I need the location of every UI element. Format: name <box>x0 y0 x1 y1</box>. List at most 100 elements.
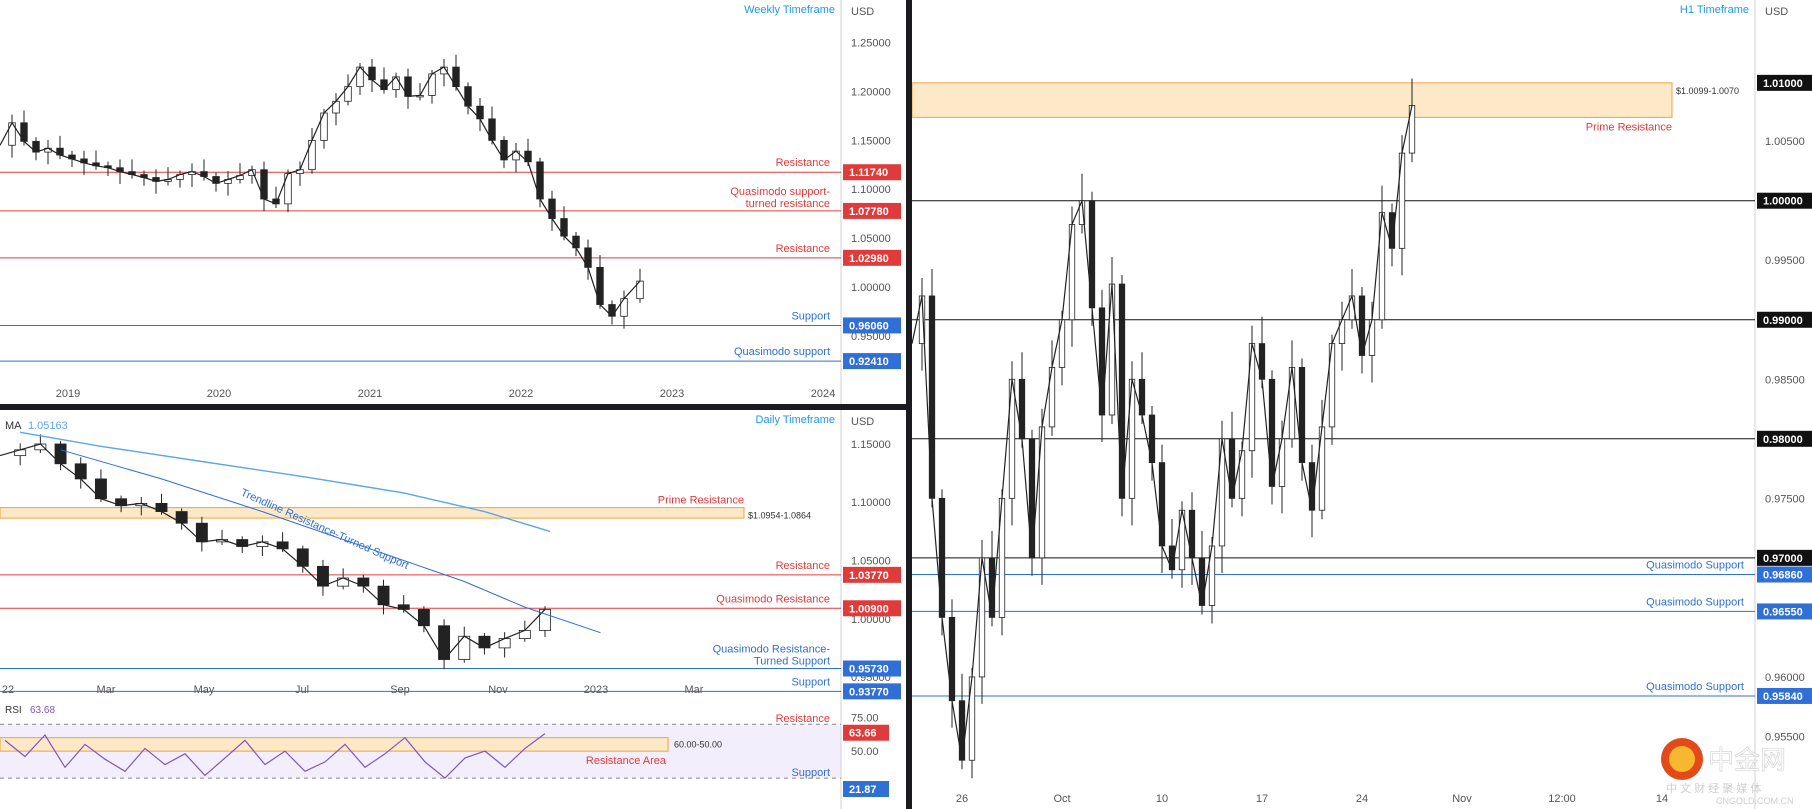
trendline <box>60 449 601 634</box>
rsi-support-tag: 21.87 <box>849 784 877 796</box>
weekly-chart: Weekly Timeframe USD 1.25000 1.20000 1.15000… <box>0 0 906 404</box>
y-tick-label: 0.95500 <box>1765 731 1805 743</box>
rsi-zone-label: Resistance Area <box>586 755 667 767</box>
chart-title: H1 Timeframe <box>1680 4 1749 16</box>
level-price-tag: 0.96550 <box>1763 606 1803 618</box>
y-tick-label: 1.05000 <box>851 233 891 245</box>
zone-range-label: $1.0099-1.0070 <box>1676 86 1739 96</box>
x-tick-label: Mar <box>685 684 704 696</box>
logo-name: 中金网 <box>1708 745 1786 775</box>
level-price-tag-bg <box>843 683 901 700</box>
x-tick-label: 12:00 <box>1548 793 1576 805</box>
level-price-tag-bg <box>843 566 901 583</box>
x-tick-label: Sep <box>390 684 410 696</box>
y-tick-label: 0.99500 <box>1765 255 1805 267</box>
x-tick-label: 26 <box>956 793 968 805</box>
y-tick-label: 1.15000 <box>851 439 891 451</box>
level-price-tag-bg <box>843 164 901 181</box>
price-series-line <box>912 105 1413 761</box>
level-price-tag: 1.00000 <box>1763 196 1803 208</box>
x-tick-label: Mar <box>97 684 116 696</box>
level-label: Quasimodo Support <box>1646 596 1744 608</box>
x-tick-label: Jul <box>295 684 309 696</box>
level-label: Support <box>791 310 830 322</box>
level-price-tag: 1.11740 <box>849 167 888 179</box>
zone-label: Prime Resistance <box>658 495 744 507</box>
price-series-line <box>0 66 641 318</box>
rsi-zone-range: 60.00-50.00 <box>674 740 722 750</box>
y-tick-label: 1.10000 <box>851 184 891 196</box>
x-tick-label: 2019 <box>56 388 80 400</box>
x-tick-label: 17 <box>1256 793 1268 805</box>
zone-price-tag-bg <box>1757 74 1812 91</box>
level-price-tag-bg <box>1757 603 1812 620</box>
rsi-line <box>4 733 546 779</box>
x-tick-label: 14 <box>1656 793 1668 805</box>
candle-body <box>317 565 329 587</box>
level-price-tag-bg <box>843 202 901 219</box>
level-label: Resistance <box>776 157 830 169</box>
cngold-logo: 中金网 中 文 财 经 聚 媒 体 CNGOLD.COM.CN <box>1658 737 1808 807</box>
level-price-tag-bg <box>1757 566 1812 583</box>
rsi-value-tag-bg <box>843 724 889 741</box>
cngold-coin-inner-icon <box>1669 746 1695 772</box>
level-price-tag-bg <box>1757 549 1812 566</box>
moving-average-line <box>20 431 551 533</box>
level-price-tag-bg <box>843 660 901 677</box>
y-tick-label: 1.00000 <box>851 614 891 626</box>
rsi-value-tag: 63.66 <box>849 728 877 740</box>
level-price-tag: 0.95730 <box>849 664 889 676</box>
resistance-zone <box>912 82 1673 118</box>
level-price-tag: 0.93770 <box>849 686 889 698</box>
price-axis-bg <box>842 0 906 404</box>
x-tick-label: Nov <box>488 684 508 696</box>
h1-chart-svg: H1 Timeframe USD 1.00500 0.99500 0.98500 0.97… <box>912 0 1812 809</box>
x-tick-label: 2022 <box>509 388 533 400</box>
level-price-tag: 0.99000 <box>1763 315 1803 327</box>
logo-sub: 中 文 财 经 聚 媒 体 <box>1666 781 1761 795</box>
level-price-tag-bg <box>843 353 901 370</box>
y-tick-label: 1.05000 <box>851 556 891 568</box>
candle-body <box>94 478 107 500</box>
zone-range-label: $1.0954-1.0864 <box>748 511 811 521</box>
ma-indicator-value: 1.05163 <box>28 420 68 432</box>
level-label: Turned Support <box>754 656 830 668</box>
level-price-tag: 0.95840 <box>1763 691 1803 703</box>
cngold-logo-svg: 中金网 中 文 财 经 聚 媒 体 CNGOLD.COM.CN <box>1661 738 1794 806</box>
level-price-tag: 0.96860 <box>1763 570 1803 582</box>
x-tick-label: 10 <box>1156 793 1168 805</box>
panel-separator-vertical[interactable] <box>906 0 912 809</box>
rsi-level-label: Resistance <box>776 713 830 725</box>
level-label: Quasimodo Support <box>1646 681 1744 693</box>
level-price-tag: 0.98000 <box>1763 434 1803 446</box>
y-tick-label: 0.96000 <box>1765 672 1805 684</box>
level-price-tag: 0.97000 <box>1763 553 1803 565</box>
rsi-support-tag-bg <box>843 781 889 798</box>
level-price-tag-bg <box>1757 687 1812 704</box>
zone-price-tag: 1.01000 <box>1763 78 1803 90</box>
panel-separator-horizontal[interactable] <box>0 404 906 410</box>
level-label: Quasimodo Support <box>1646 560 1744 572</box>
x-tick-label: 2024 <box>811 388 835 400</box>
rsi-level-label: Support <box>791 767 830 779</box>
level-price-tag: 1.02980 <box>849 253 889 265</box>
currency-label: USD <box>851 6 874 18</box>
level-price-tag-bg <box>843 600 901 617</box>
level-label: Quasimodo Resistance <box>716 593 830 605</box>
rsi-value-label: 63.68 <box>30 705 55 716</box>
y-tick-label: 1.00000 <box>851 282 891 294</box>
level-price-tag-bg <box>1757 430 1812 447</box>
weekly-chart-svg: Weekly Timeframe USD 1.25000 1.20000 1.15000… <box>0 0 906 404</box>
x-tick-label: Oct <box>1053 793 1070 805</box>
level-price-tag: 0.92410 <box>849 356 889 368</box>
level-price-tag-bg <box>843 249 901 266</box>
level-label: turned resistance <box>746 198 830 210</box>
y-tick-label: 1.20000 <box>851 87 891 99</box>
x-tick-label: 22 <box>2 684 14 696</box>
x-tick-label: 2020 <box>207 388 231 400</box>
currency-label: USD <box>851 416 874 428</box>
y-tick-label: 0.97500 <box>1765 493 1805 505</box>
x-tick-label: May <box>194 684 215 696</box>
y-tick-label: 1.25000 <box>851 38 891 50</box>
level-label: Quasimodo support <box>734 346 830 358</box>
